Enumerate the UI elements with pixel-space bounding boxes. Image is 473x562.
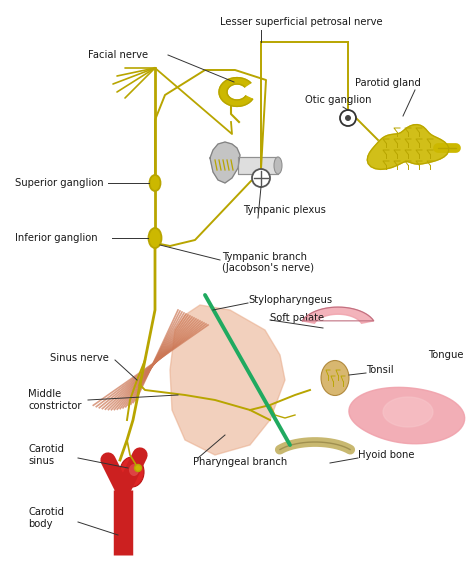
Text: Tympanic branch: Tympanic branch (222, 252, 307, 262)
Circle shape (134, 465, 141, 472)
Ellipse shape (149, 228, 161, 248)
Text: Tympanic plexus: Tympanic plexus (243, 205, 326, 215)
Polygon shape (383, 397, 433, 427)
Text: Pharyngeal branch: Pharyngeal branch (193, 457, 287, 467)
Ellipse shape (321, 360, 349, 396)
Text: Inferior ganglion: Inferior ganglion (15, 233, 97, 243)
Text: Hyoid bone: Hyoid bone (358, 450, 414, 460)
Circle shape (345, 115, 351, 121)
Text: Lesser superficial petrosal nerve: Lesser superficial petrosal nerve (220, 17, 383, 27)
Text: Sinus nerve: Sinus nerve (50, 353, 109, 363)
Text: Soft palate: Soft palate (270, 313, 324, 323)
Text: Stylopharyngeus: Stylopharyngeus (248, 295, 332, 305)
Polygon shape (238, 157, 278, 174)
Polygon shape (302, 307, 374, 323)
Polygon shape (210, 142, 240, 183)
Text: Parotid gland: Parotid gland (355, 78, 421, 88)
Text: Middle
constrictor: Middle constrictor (28, 389, 81, 411)
Ellipse shape (120, 457, 144, 487)
Text: (Jacobson's nerve): (Jacobson's nerve) (222, 263, 314, 273)
Text: Carotid
body: Carotid body (28, 507, 64, 529)
Text: Facial nerve: Facial nerve (88, 50, 148, 60)
Circle shape (252, 169, 270, 187)
Polygon shape (219, 78, 253, 106)
Ellipse shape (274, 157, 282, 174)
Text: Tongue: Tongue (428, 350, 464, 360)
Polygon shape (349, 387, 464, 444)
Text: Superior ganglion: Superior ganglion (15, 178, 104, 188)
Ellipse shape (149, 175, 160, 191)
Text: Tonsil: Tonsil (366, 365, 394, 375)
Text: Carotid
sinus: Carotid sinus (28, 444, 64, 466)
Polygon shape (367, 125, 449, 169)
Ellipse shape (129, 464, 139, 476)
Polygon shape (170, 305, 285, 455)
Circle shape (340, 110, 356, 126)
Text: Otic ganglion: Otic ganglion (305, 95, 371, 105)
